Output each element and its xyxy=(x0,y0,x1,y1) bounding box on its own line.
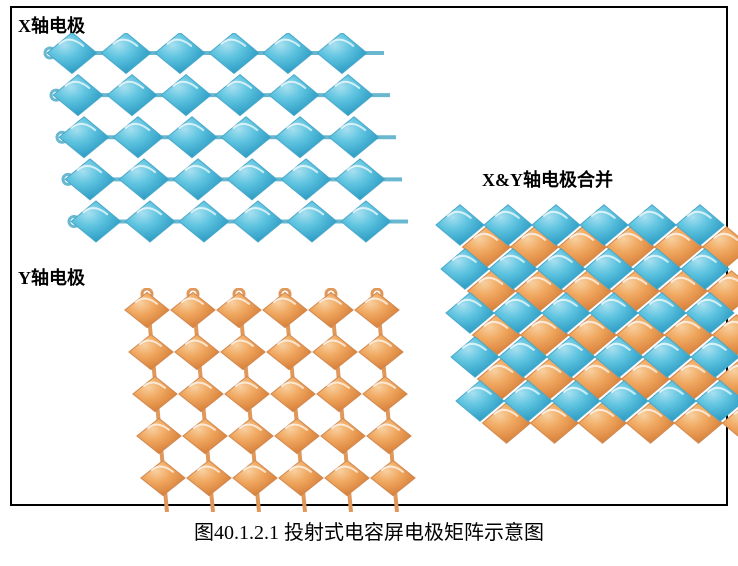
combined-label: X&Y轴电极合并 xyxy=(482,166,613,192)
x-axis-electrode-grid xyxy=(42,33,436,274)
y-axis-electrode-grid xyxy=(122,288,458,528)
diagram-frame: X轴电极 Y轴电极 X&Y轴电极合并 xyxy=(10,6,728,506)
combined-electrode-grid xyxy=(432,203,738,477)
